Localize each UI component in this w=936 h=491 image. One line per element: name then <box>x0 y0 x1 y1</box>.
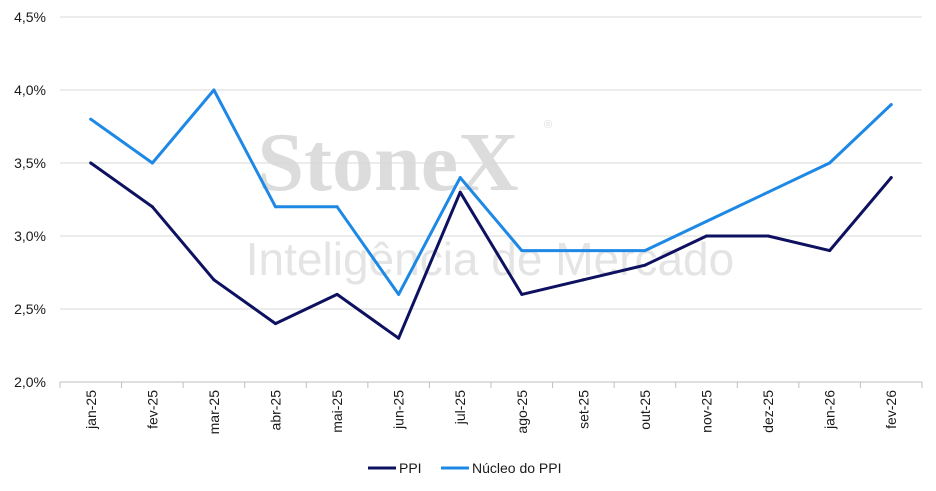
data-point <box>335 292 339 296</box>
x-tick-label: mai-25 <box>329 390 345 433</box>
data-point <box>705 234 708 238</box>
series-line <box>89 88 893 296</box>
data-point <box>212 278 216 282</box>
data-point <box>274 322 277 326</box>
data-point <box>705 219 708 223</box>
data-point <box>520 249 524 253</box>
stonex-watermark: StoneX ® Inteligência de Mercado <box>246 116 734 285</box>
data-point <box>643 263 647 267</box>
data-point <box>643 249 647 253</box>
x-tick-label: set-25 <box>575 390 591 429</box>
data-point <box>581 249 585 253</box>
x-tick-label: jun-25 <box>391 390 407 430</box>
data-point <box>889 176 893 180</box>
x-tick-label: out-25 <box>637 390 653 430</box>
data-point <box>766 234 770 238</box>
y-axis-ticks: 2,0% 2,5% 3,0% 3,5% 4,0% 4,5% <box>14 9 46 390</box>
data-point <box>89 161 93 165</box>
gridlines <box>60 16 922 310</box>
data-point <box>150 161 154 165</box>
x-tick-label: jan-25 <box>83 390 99 430</box>
data-point <box>889 103 893 107</box>
data-point <box>581 278 585 282</box>
data-point <box>458 176 462 180</box>
y-tick-label: 4,0% <box>14 82 46 98</box>
y-tick-label: 3,0% <box>14 228 46 244</box>
data-point <box>828 249 832 253</box>
data-point <box>150 205 154 209</box>
legend: PPI Núcleo do PPI <box>368 460 562 476</box>
data-point <box>766 190 770 194</box>
data-point <box>335 205 339 209</box>
x-tick-label: dez-25 <box>760 390 776 433</box>
data-point <box>397 336 401 340</box>
x-tick-label: ago-25 <box>514 390 530 434</box>
y-tick-label: 3,5% <box>14 155 46 171</box>
x-tick-label: mar-25 <box>206 390 222 435</box>
x-tick-label: abr-25 <box>268 390 284 431</box>
data-point <box>274 205 277 209</box>
data-point <box>89 117 93 121</box>
x-tick-label: fev-25 <box>144 390 160 429</box>
data-point <box>828 161 832 165</box>
y-tick-label: 4,5% <box>14 9 46 25</box>
y-tick-label: 2,5% <box>14 301 46 317</box>
data-point <box>397 292 401 296</box>
data-point <box>458 190 462 194</box>
x-axis: jan-25 fev-25 mar-25 abr-25 mai-25 jun-25 jul-… <box>59 381 923 435</box>
x-tick-label: jul-25 <box>452 390 468 425</box>
data-point <box>520 292 524 296</box>
x-tick-label: fev-26 <box>883 390 899 429</box>
x-tick-label: nov-25 <box>699 390 715 433</box>
series-lines <box>89 88 893 340</box>
watermark-registered-mark: ® <box>544 119 552 131</box>
y-tick-label: 2,0% <box>14 374 46 390</box>
legend-label: Núcleo do PPI <box>472 460 562 476</box>
legend-label: PPI <box>399 460 422 476</box>
x-tick-label: jan-26 <box>822 390 838 430</box>
series-line <box>89 161 893 340</box>
data-point <box>212 88 216 92</box>
